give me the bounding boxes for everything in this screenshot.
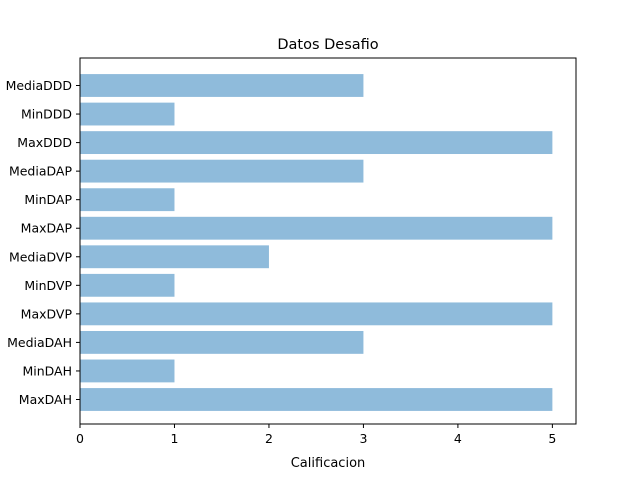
bar-maxdap	[80, 216, 553, 240]
y-tick-label: MediaDVP	[9, 249, 72, 264]
y-tick-label: MediaDDD	[6, 78, 72, 93]
bar-mindvp	[80, 273, 175, 297]
x-tick-label: 0	[76, 431, 84, 446]
y-tick-label: MediaDAP	[9, 164, 72, 179]
x-tick-label: 1	[170, 431, 178, 446]
bar-mediadvp	[80, 245, 269, 269]
bar-mindap	[80, 188, 175, 212]
y-tick-label: MinDAP	[24, 192, 72, 207]
x-axis-label: Calificacion	[291, 456, 366, 471]
y-tick-label: MinDVP	[24, 278, 72, 293]
y-tick-label: MaxDVP	[21, 306, 73, 321]
bar-mediadap	[80, 159, 364, 183]
bar-maxdah	[80, 388, 553, 411]
x-axis-ticks: 0 1 2 3 4 5	[76, 424, 556, 446]
bar-maxdvp	[80, 302, 553, 326]
plot-frame	[79, 57, 577, 425]
y-tick-label: MaxDDD	[17, 135, 72, 150]
bar-maxddd	[80, 131, 553, 155]
x-tick-label: 4	[454, 431, 462, 446]
y-tick-label: MinDDD	[21, 107, 72, 122]
x-tick-label: 3	[359, 431, 367, 446]
y-tick-label: MediaDAH	[7, 335, 72, 350]
bar-mediaddd	[80, 74, 364, 97]
y-axis-ticks: MediaDDD MinDDD MaxDDD MediaDAP MinDAP MaxDAP…	[6, 78, 80, 407]
x-tick-label: 2	[265, 431, 273, 446]
bars-group	[80, 74, 553, 411]
y-tick-label: MaxDAP	[21, 221, 73, 236]
chart-title: Datos Desafio	[277, 37, 378, 53]
y-tick-label: MaxDAH	[19, 392, 72, 407]
bar-minddd	[80, 102, 175, 126]
y-tick-label: MinDAH	[22, 363, 72, 378]
bar-mediadah	[80, 330, 364, 354]
x-tick-label: 5	[548, 431, 556, 446]
bar-mindah	[80, 359, 175, 383]
